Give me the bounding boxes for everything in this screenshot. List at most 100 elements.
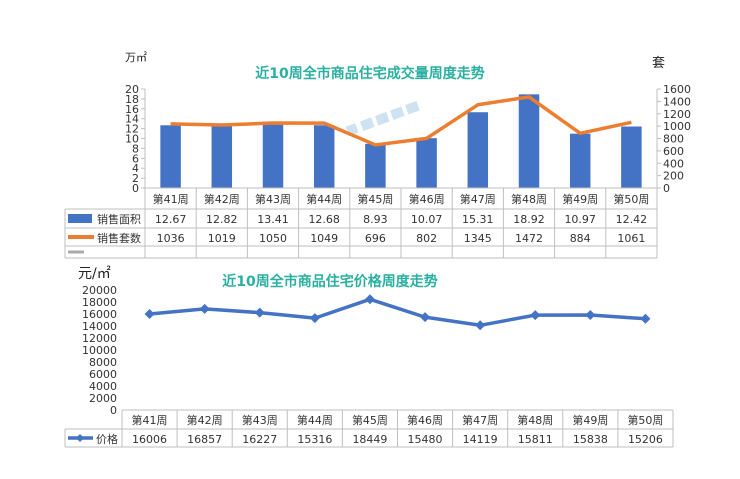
legend-label-price: 价格 bbox=[96, 432, 118, 446]
data-label-sales-area: 12.42 bbox=[616, 213, 648, 226]
y-tick-label: 4000 bbox=[89, 380, 117, 393]
data-label-sales-units: 1036 bbox=[157, 232, 185, 245]
right-axis-unit: 套 bbox=[652, 55, 665, 71]
bar-sales-area bbox=[160, 125, 181, 188]
right-tick-label: 400 bbox=[663, 157, 684, 170]
line-sales-units bbox=[170, 95, 632, 147]
data-label-sales-area: 12.82 bbox=[206, 213, 238, 226]
data-label-sales-area: 18.92 bbox=[513, 213, 545, 226]
data-label-sales-units: 1061 bbox=[617, 232, 645, 245]
marker-price bbox=[585, 309, 596, 320]
chart-title: 近10周全市商品住宅成交量周度走势 bbox=[255, 65, 484, 82]
category-label: 第48周 bbox=[517, 413, 553, 427]
right-tick-label: 600 bbox=[663, 145, 684, 158]
right-tick-label: 1600 bbox=[663, 83, 691, 96]
watermark-shape bbox=[374, 111, 390, 126]
bar-sales-area bbox=[621, 126, 642, 188]
watermark-shape bbox=[405, 101, 420, 115]
watermark-shape bbox=[389, 106, 405, 120]
data-label-price: 15206 bbox=[628, 433, 663, 446]
data-label-sales-area: 8.93 bbox=[363, 213, 388, 226]
bar-sales-area bbox=[365, 143, 386, 188]
category-label: 第49周 bbox=[562, 192, 598, 206]
right-tick-label: 1000 bbox=[663, 120, 691, 133]
data-label-sales-area: 12.68 bbox=[308, 213, 340, 226]
bar-sales-area bbox=[569, 133, 591, 188]
marker-price bbox=[530, 310, 541, 321]
marker-price bbox=[364, 294, 375, 305]
category-label: 第41周 bbox=[132, 413, 168, 427]
right-tick-label: 0 bbox=[663, 182, 670, 195]
left-axis-unit: 万㎡ bbox=[125, 51, 147, 64]
marker-price bbox=[640, 313, 651, 324]
right-tick-label: 1200 bbox=[663, 108, 691, 121]
data-label-price: 16006 bbox=[132, 433, 167, 446]
data-label-price: 16227 bbox=[242, 433, 277, 446]
data-label-price: 14119 bbox=[463, 433, 498, 446]
category-label: 第47周 bbox=[462, 413, 498, 427]
y-tick-label: 2000 bbox=[89, 392, 117, 405]
data-label-sales-units: 802 bbox=[416, 232, 437, 245]
bar-sales-area bbox=[262, 121, 284, 188]
legend-label-sales-units: 销售套数 bbox=[97, 231, 141, 245]
category-label: 第45周 bbox=[352, 413, 388, 427]
category-label: 第44周 bbox=[297, 413, 333, 427]
marker-price bbox=[475, 320, 486, 331]
category-label: 第50周 bbox=[613, 192, 649, 206]
y-tick-label: 8000 bbox=[89, 356, 117, 369]
watermark-logo bbox=[345, 101, 420, 137]
data-label-sales-units: 1049 bbox=[310, 232, 338, 245]
data-label-sales-units: 1345 bbox=[464, 232, 492, 245]
right-tick-label: 200 bbox=[663, 170, 684, 183]
data-label-sales-units: 1472 bbox=[515, 232, 543, 245]
data-label-sales-area: 12.67 bbox=[155, 213, 187, 226]
category-label: 第43周 bbox=[255, 192, 291, 206]
legend-key-sales-area bbox=[68, 214, 92, 223]
left-tick-label: 18 bbox=[125, 93, 139, 106]
category-label: 第42周 bbox=[204, 192, 240, 206]
left-tick-label: 2 bbox=[132, 172, 139, 185]
left-tick-label: 0 bbox=[132, 182, 139, 195]
legend-key-price-marker bbox=[76, 434, 84, 442]
data-label-price: 15480 bbox=[408, 433, 443, 446]
left-tick-label: 4 bbox=[132, 162, 139, 175]
data-label-sales-units: 1019 bbox=[208, 232, 236, 245]
bar-sales-area bbox=[416, 138, 437, 188]
y-axis-unit: 元/㎡ bbox=[78, 266, 111, 282]
bar-sales-area bbox=[313, 125, 335, 188]
left-tick-label: 6 bbox=[132, 152, 139, 165]
category-label: 第48周 bbox=[511, 192, 547, 206]
y-tick-label: 14000 bbox=[82, 320, 117, 333]
marker-price bbox=[309, 313, 320, 324]
y-tick-label: 20000 bbox=[82, 284, 117, 297]
data-label-sales-units: 696 bbox=[365, 232, 386, 245]
left-tick-label: 8 bbox=[132, 142, 139, 155]
left-tick-label: 16 bbox=[125, 103, 139, 116]
data-label-sales-area: 10.97 bbox=[564, 213, 596, 226]
left-tick-label: 20 bbox=[125, 83, 139, 96]
category-label: 第45周 bbox=[357, 192, 393, 206]
bar-sales-area bbox=[518, 94, 540, 188]
category-label: 第47周 bbox=[460, 192, 496, 206]
y-tick-label: 10000 bbox=[82, 344, 117, 357]
data-label-sales-units: 884 bbox=[570, 232, 591, 245]
legend-label-sales-area: 销售面积 bbox=[97, 212, 141, 226]
left-tick-label: 10 bbox=[125, 133, 139, 146]
category-label: 第42周 bbox=[187, 413, 223, 427]
marker-price bbox=[199, 303, 210, 314]
watermark-shape bbox=[359, 117, 375, 131]
marker-price bbox=[420, 312, 431, 323]
category-label: 第44周 bbox=[306, 192, 342, 206]
marker-price bbox=[144, 308, 155, 319]
y-tick-label: 12000 bbox=[82, 332, 117, 345]
data-label-price: 15811 bbox=[518, 433, 553, 446]
line-price bbox=[149, 297, 646, 328]
y-tick-label: 0 bbox=[110, 404, 117, 417]
category-label: 第50周 bbox=[627, 413, 663, 427]
right-tick-label: 1400 bbox=[663, 95, 691, 108]
data-label-price: 15316 bbox=[297, 433, 332, 446]
data-label-sales-area: 15.31 bbox=[462, 213, 494, 226]
chart-title: 近10周全市商品住宅价格周度走势 bbox=[222, 273, 437, 290]
